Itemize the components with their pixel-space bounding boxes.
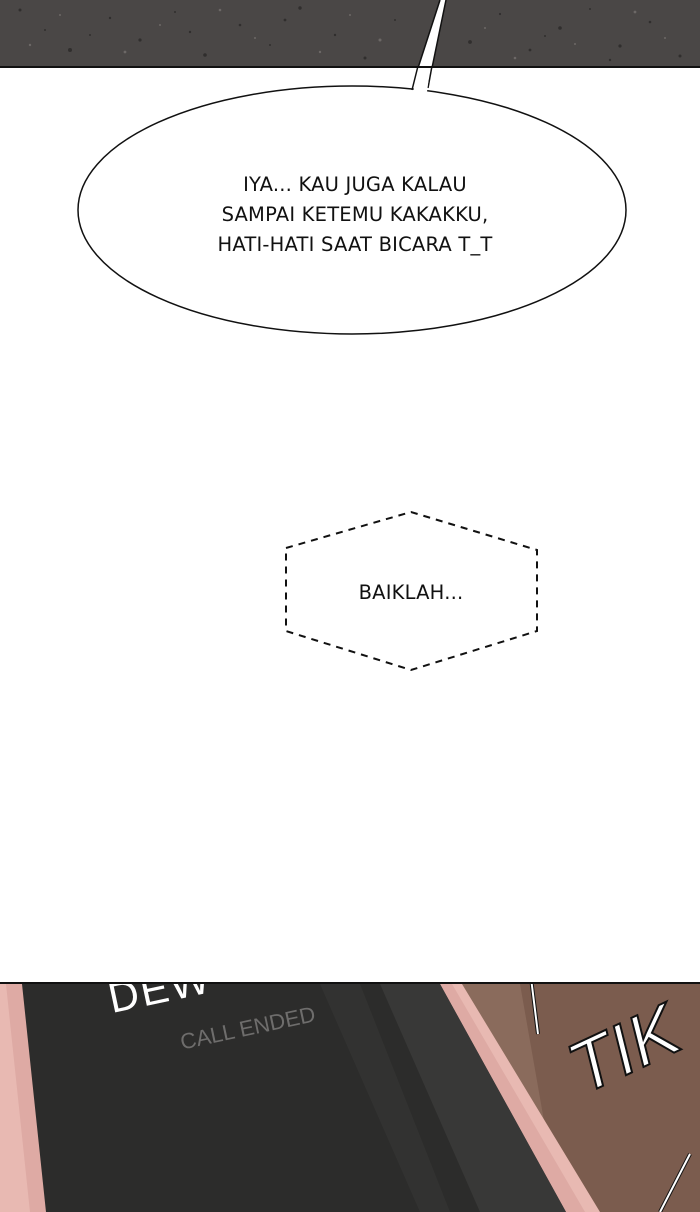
speech-bubble-shape: [77, 65, 627, 335]
thought-bubble-shape: [285, 510, 538, 672]
stone-texture-art: [0, 0, 700, 66]
bottom-panel-phone-scene: DEW CALL ENDED TIK: [0, 982, 700, 1212]
speech-line-3: HATI-HATI SAAT BICARA T_T: [217, 233, 493, 256]
phone-scene-art: [0, 984, 700, 1212]
speech-bubble-text: IYA... KAU JUGA KALAU SAMPAI KETEMU KAKA…: [130, 170, 580, 260]
speech-line-1: IYA... KAU JUGA KALAU: [243, 173, 467, 196]
speech-line-2: SAMPAI KETEMU KAKAKKU,: [221, 203, 489, 226]
thought-bubble-text: BAIKLAH...: [358, 581, 464, 604]
top-panel-texture: [0, 0, 700, 68]
